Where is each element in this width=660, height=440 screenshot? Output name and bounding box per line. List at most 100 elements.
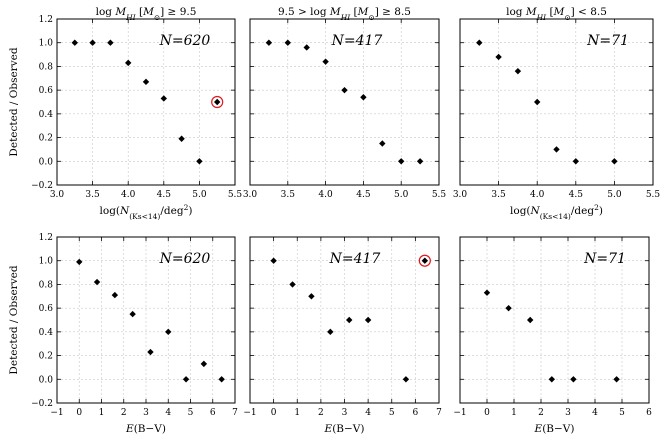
x-tick-label: 5.0 (192, 190, 207, 200)
data-point (514, 67, 522, 75)
x-tick-label: 0 (271, 408, 277, 418)
data-point (76, 258, 83, 266)
sample-size-label: N=71 (586, 33, 629, 49)
y-tick-label: 0.0 (39, 375, 54, 385)
panel-title: log MHI [M⊙] ≥ 9.5 (96, 6, 197, 22)
data-point (421, 257, 429, 264)
sample-size-label: N=71 (583, 251, 626, 267)
panel-title: log MHI [M⊙] < 8.5 (506, 6, 607, 22)
y-tick-label: 0.6 (39, 86, 54, 96)
data-point (289, 281, 296, 288)
x-tick-label: 1 (99, 408, 105, 418)
x-tick-label: 4.5 (157, 190, 172, 200)
x-tick-label: 1 (294, 408, 300, 418)
panel-p4: −1 0 1 2 3 4 5 6 7 −0.2 0.0 0.2 0.4 0.6 0.8 1.0 1.2 E(B−V… (8, 233, 238, 435)
data-point (178, 135, 185, 142)
x-tick-label: 5.5 (228, 190, 243, 200)
x-tick-label: 3 (565, 408, 571, 418)
data-point (346, 316, 353, 324)
highlight-ring (418, 254, 431, 267)
x-tick-label: 2 (318, 408, 324, 418)
data-point (270, 257, 277, 264)
data-point (553, 146, 560, 153)
panel-title: 9.5 > log MHI [M⊙] ≥ 8.5 (278, 6, 411, 22)
x-tick-label: 5.5 (646, 190, 660, 200)
highlight-ring (211, 95, 224, 109)
x-tick-label: 4 (365, 408, 371, 418)
x-tick-label: 0 (76, 408, 82, 418)
x-tick-label: 4.5 (569, 190, 584, 200)
data-point (93, 278, 101, 286)
y-tick-label: 1.2 (39, 233, 53, 243)
data-point (142, 78, 150, 86)
data-point (379, 140, 386, 147)
data-point (611, 158, 618, 165)
x-tick-label: 6 (210, 408, 216, 418)
data-point (111, 291, 119, 299)
data-point (327, 328, 334, 336)
data-point (548, 376, 555, 383)
data-point (572, 158, 579, 165)
x-tick-label: 4.0 (121, 190, 136, 200)
y-tick-label: −0.2 (31, 181, 53, 191)
x-tick-label: 3.5 (281, 190, 296, 200)
x-tick-label: 3.5 (491, 190, 506, 200)
data-point (505, 304, 512, 312)
data-point (303, 44, 310, 51)
y-tick-label: 0.4 (39, 110, 54, 120)
y-tick-label: 0.8 (39, 280, 54, 290)
x-tick-label: 3 (342, 408, 348, 418)
x-tick-label: 0 (484, 408, 490, 418)
x-tick-label: 4.5 (356, 190, 371, 200)
data-point (534, 98, 541, 106)
data-point (341, 86, 348, 94)
sample-size-label: N=620 (159, 251, 211, 267)
x-tick-label: −1 (50, 408, 63, 418)
data-point (570, 376, 577, 383)
y-axis-label: Detected / Observed (8, 265, 20, 374)
data-point (89, 39, 96, 46)
x-axis-label: log(N(Ks<14)/deg2) (510, 203, 603, 221)
data-point (483, 289, 491, 296)
data-point (129, 310, 136, 318)
x-tick-label: 5 (619, 408, 625, 418)
data-point (200, 360, 208, 368)
x-tick-label: 7 (436, 408, 442, 418)
data-point (107, 39, 114, 46)
y-tick-label: 1.0 (39, 39, 54, 49)
y-tick-label: 1.2 (39, 15, 53, 25)
sample-size-label: N=417 (329, 251, 381, 267)
data-point (71, 39, 78, 46)
data-point (402, 376, 410, 383)
y-tick-label: 1.0 (39, 257, 54, 267)
panel-p3: 3.0 3.5 4.0 4.5 5.0 5.5 log MHI [M⊙] < 8.5 log(… (453, 6, 660, 221)
x-tick-label: 7 (232, 408, 238, 418)
data-point (495, 53, 502, 61)
x-tick-label: 4 (592, 408, 598, 418)
data-point (416, 158, 424, 165)
data-point (160, 95, 167, 102)
x-tick-label: −1 (243, 408, 256, 418)
data-point (214, 98, 221, 106)
sample-size-label: N=417 (331, 33, 383, 49)
x-tick-label: 2 (121, 408, 127, 418)
x-tick-label: 1 (511, 408, 517, 418)
x-tick-label: 6 (413, 408, 419, 418)
data-point (360, 94, 367, 101)
x-axis-label: E(B−V) (534, 423, 575, 435)
y-tick-label: 0.0 (39, 157, 54, 167)
panel-p2: 3.0 3.5 4.0 4.5 5.0 5.5 9.5 > log MHI [M⊙] ≥ 8… (243, 6, 447, 200)
data-point (182, 376, 190, 383)
data-point (165, 328, 172, 336)
data-point (125, 59, 132, 67)
data-point (613, 376, 620, 383)
y-tick-label: 0.8 (39, 62, 54, 72)
data-point (322, 58, 329, 65)
x-axis-label: log(N(Ks<14)/deg2) (100, 203, 193, 221)
x-tick-label: 5 (188, 408, 194, 418)
plot-frame (249, 18, 440, 186)
data-point (265, 39, 273, 46)
x-tick-label: 2 (538, 408, 544, 418)
x-tick-label: 5.0 (394, 190, 409, 200)
x-tick-label: 5.0 (607, 190, 622, 200)
